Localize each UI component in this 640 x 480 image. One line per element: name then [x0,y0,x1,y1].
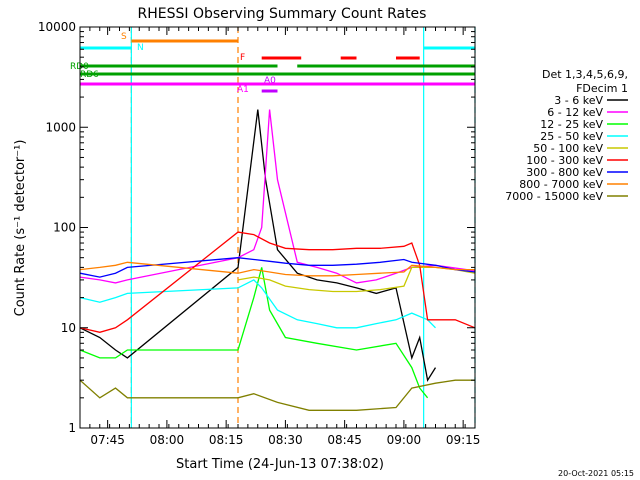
legend-label-1: 6 - 12 keV [547,106,603,119]
x-tick-label-6: 09:15 [446,433,481,447]
series-line-5 [79,231,476,333]
x-tick-label-4: 08:45 [327,433,362,447]
series-line-2 [79,267,429,399]
series-line-6 [79,257,476,278]
legend-label-3: 25 - 50 keV [540,130,603,143]
legend-label-0: 3 - 6 keV [554,94,603,107]
y-tick-label-4: 10000 [38,20,76,34]
legend-label-6: 300 - 800 keV [526,166,603,179]
chart-title: RHESSI Observing Summary Count Rates [138,6,427,22]
series-line-8 [79,379,475,411]
series-line-3 [79,279,436,329]
legend-label-8: 7000 - 15000 keV [505,190,603,203]
legend-header-line1: Det 1,3,4,5,6,9, [542,68,628,81]
legend-label-7: 800 - 7000 keV [519,178,603,191]
series-line-0 [79,109,437,382]
y-tick-label-0: 1 [68,421,76,435]
flag-label-a0: A0 [264,76,276,86]
x-tick-label-1: 08:00 [150,433,185,447]
x-tick-label-0: 07:45 [90,433,125,447]
x-tick-label-2: 08:15 [209,433,244,447]
timestamp-footer: 20-Oct-2021 05:15 [558,469,634,478]
x-tick-label-3: 08:30 [268,433,303,447]
legend-label-4: 50 - 100 keV [533,142,603,155]
flag-label-n: N [137,43,144,53]
legend-header-line2: FDecim 1 [576,82,628,95]
legend-label-5: 100 - 300 keV [526,154,603,167]
flag-label-f: F [240,53,245,63]
series-line-7 [79,261,475,277]
x-tick-label-5: 09:00 [387,433,422,447]
y-tick-label-1: 10 [61,321,76,335]
flag-label-a1: A1 [237,85,249,95]
x-axis-label: Start Time (24-Jun-13 07:38:02) [176,457,384,472]
y-tick-label-3: 1000 [45,120,76,134]
y-axis-label: Count Rate (s⁻¹ detector⁻¹) [13,140,28,317]
flag-label-rd6: RD6 [80,70,99,80]
y-tick-label-2: 100 [53,221,76,235]
flag-label-s: S [121,32,127,42]
legend-label-2: 12 - 25 keV [540,118,603,131]
axes: 1 10 100 1000 10000 07:45 08:00 08:15 08:30 08:45… [38,20,481,447]
